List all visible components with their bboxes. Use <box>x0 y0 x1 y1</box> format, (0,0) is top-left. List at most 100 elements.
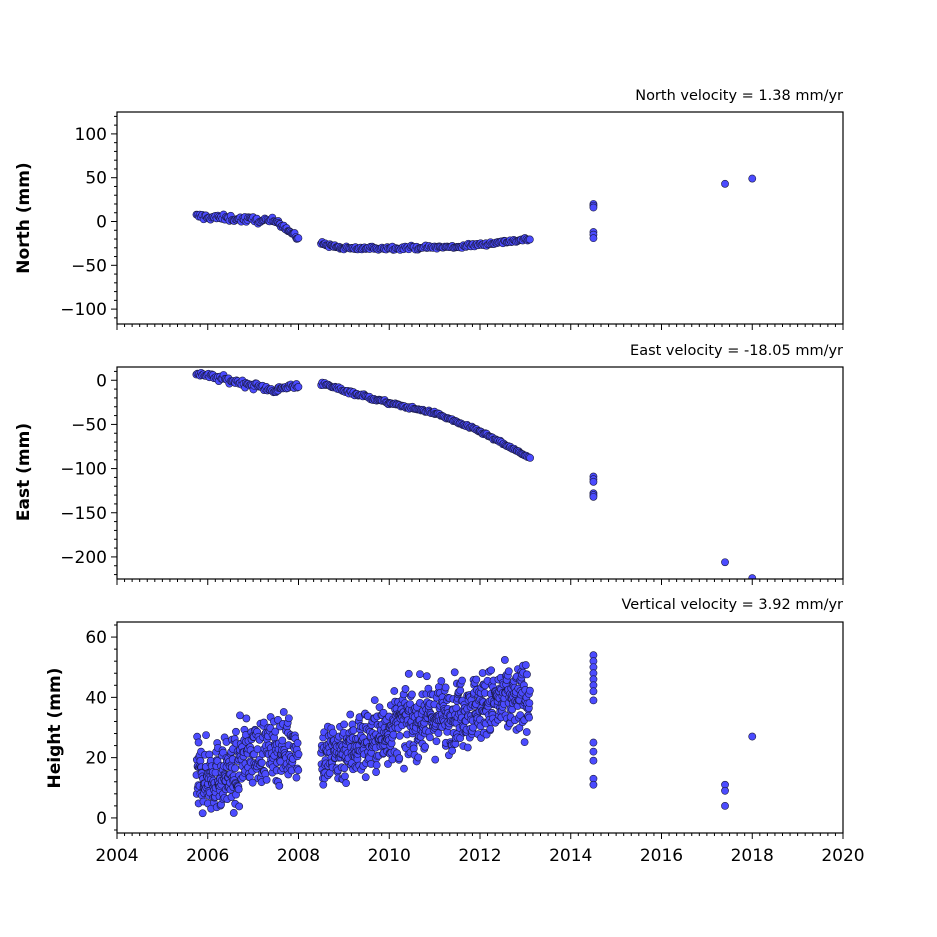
data-point <box>202 731 210 740</box>
data-point <box>388 755 397 764</box>
data-point <box>448 746 457 755</box>
data-point <box>319 780 328 789</box>
data-point <box>526 686 534 695</box>
data-point <box>416 670 424 678</box>
data-point <box>342 779 350 788</box>
height-panel-title: Vertical velocity = 3.92 mm/yr <box>622 597 844 613</box>
data-point <box>372 761 381 770</box>
series-observations <box>192 368 757 579</box>
y-tick-label: 0 <box>96 371 107 391</box>
data-point <box>395 731 404 740</box>
data-point <box>390 687 399 695</box>
x-tick-label: 2018 <box>731 846 774 866</box>
data-point <box>404 669 413 678</box>
data-point <box>341 772 349 781</box>
data-point <box>275 781 284 790</box>
data-point <box>721 786 729 795</box>
data-point <box>589 738 598 747</box>
data-point <box>284 714 293 723</box>
data-point <box>294 382 303 391</box>
data-point <box>271 727 280 736</box>
data-point <box>370 696 379 705</box>
y-tick-label: −150 <box>60 504 107 524</box>
data-point <box>292 773 301 782</box>
data-point <box>421 742 429 751</box>
data-point <box>504 667 513 676</box>
data-point <box>458 676 466 685</box>
data-point <box>589 492 598 501</box>
data-point <box>721 179 729 188</box>
data-point <box>375 703 384 712</box>
data-point <box>721 801 729 810</box>
data-point <box>401 685 410 693</box>
data-point <box>487 666 496 675</box>
data-point <box>235 802 244 811</box>
data-point <box>589 696 598 705</box>
east-y-axis-label: East (mm) <box>14 423 34 521</box>
x-tick-label: 2012 <box>458 846 501 866</box>
height-plot-frame <box>116 621 844 834</box>
data-point <box>294 234 303 242</box>
data-point <box>198 809 207 818</box>
data-point <box>589 780 598 789</box>
north-plot-area: −100 −50 0 50 100 <box>60 115 844 330</box>
y-tick-label: −50 <box>71 256 107 276</box>
north-plot-frame <box>116 111 844 325</box>
data-point <box>340 764 349 773</box>
data-point <box>486 725 495 733</box>
data-point <box>340 720 348 729</box>
data-point <box>194 738 203 747</box>
y-tick-label: 60 <box>85 628 107 648</box>
series-observations <box>192 174 757 254</box>
data-point <box>329 728 337 737</box>
north-panel: North velocity = 1.38 mm/yr North (mm) −… <box>14 88 844 330</box>
data-point <box>589 203 598 212</box>
y-tick-label: −100 <box>60 300 107 320</box>
data-point <box>523 670 531 679</box>
data-point <box>400 764 408 773</box>
y-tick-label: 50 <box>85 169 107 189</box>
x-tick-label: 2010 <box>368 846 411 866</box>
east-plot-area: −200 −150 −100 −50 0 <box>60 368 844 585</box>
data-point <box>589 747 598 756</box>
data-point <box>262 775 271 784</box>
data-point <box>409 744 418 753</box>
data-point <box>434 729 443 738</box>
height-panel: Vertical velocity = 3.92 mm/yr Height (m… <box>45 597 865 866</box>
east-panel-title: East velocity = -18.05 mm/yr <box>630 343 843 359</box>
data-point <box>521 661 530 669</box>
data-point <box>414 753 423 762</box>
height-y-axis-label: Height (mm) <box>45 668 65 789</box>
height-plot-area: 0 20 40 60 2004 2006 2008 2010 2012 2014 2016 2018 2… <box>85 624 865 866</box>
y-tick-label: −200 <box>60 548 107 568</box>
data-point <box>525 713 533 722</box>
y-tick-label: −50 <box>71 415 107 435</box>
data-point <box>589 477 598 486</box>
data-point <box>431 755 440 764</box>
y-tick-label: 40 <box>85 688 107 708</box>
data-point <box>437 677 446 685</box>
data-point <box>456 686 465 695</box>
data-point <box>469 723 478 732</box>
x-tick-label: 2006 <box>186 846 229 866</box>
data-point <box>478 669 487 677</box>
y-tick-label: 0 <box>96 213 107 233</box>
data-point <box>721 558 729 567</box>
data-point <box>257 758 266 767</box>
data-point <box>520 738 529 747</box>
data-point <box>236 711 244 720</box>
data-point <box>205 750 214 759</box>
data-point <box>408 690 416 699</box>
east-panel: East velocity = -18.05 mm/yr East (mm) −… <box>14 343 844 585</box>
data-point <box>748 574 757 579</box>
data-point <box>372 768 380 776</box>
x-tick-label: 2014 <box>549 846 592 866</box>
data-point <box>231 764 239 773</box>
data-point <box>441 683 450 692</box>
data-point <box>234 785 243 794</box>
y-tick-label: 20 <box>85 749 107 769</box>
series-observations <box>192 651 757 818</box>
data-point <box>589 756 598 765</box>
y-tick-label: −100 <box>60 460 107 480</box>
